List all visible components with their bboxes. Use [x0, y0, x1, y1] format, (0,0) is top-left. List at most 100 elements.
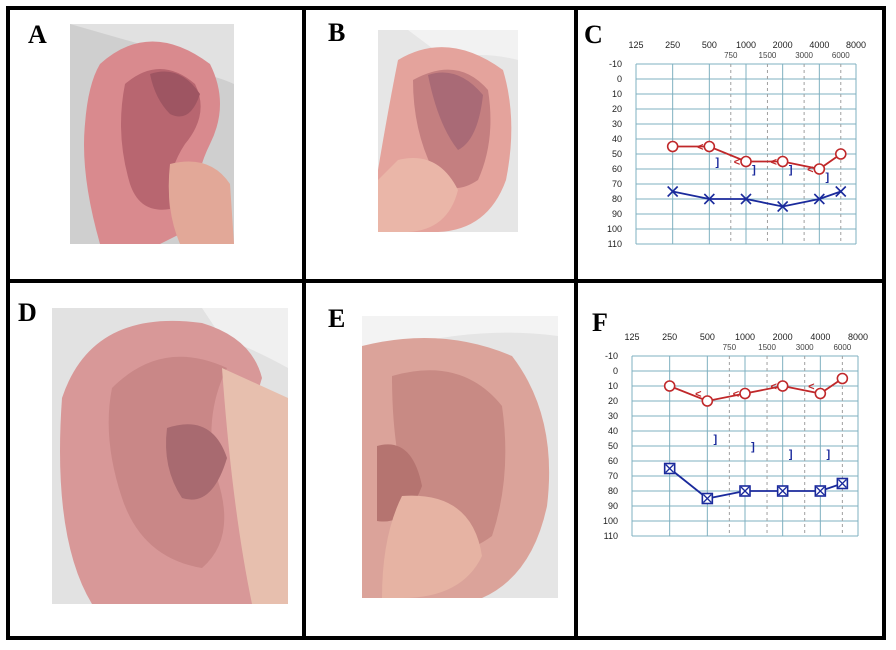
y-tick-label: 30: [608, 411, 618, 421]
y-tick-label: 40: [612, 134, 622, 144]
x-stroke: [702, 494, 712, 503]
ear-icon: [52, 308, 288, 604]
x-tick-label-half: 6000: [833, 343, 851, 352]
y-tick-label: 40: [608, 426, 618, 436]
y-tick-label: 90: [612, 209, 622, 219]
y-tick-label: 30: [612, 119, 622, 129]
bone-conduction-marker: <: [770, 381, 776, 393]
x-tick-label: 1000: [735, 332, 755, 342]
data-point-x: [813, 193, 825, 205]
ear-canal: [166, 424, 227, 500]
panel-label-d: D: [18, 298, 37, 327]
data-point-circle: [703, 140, 716, 153]
data-point-x: [835, 185, 847, 198]
x-stroke: [740, 193, 752, 205]
x-stroke: [740, 486, 750, 496]
ear-icon: [70, 24, 234, 244]
bone-conduction-marker: <: [695, 389, 701, 401]
bone-conduction-marker: ]: [789, 449, 793, 461]
series-line: [672, 190, 842, 208]
y-tick-label: 0: [617, 74, 622, 84]
bone-conduction-marker: ]: [825, 172, 829, 184]
x-tick-label: 8000: [848, 332, 868, 342]
x-tick-label: 500: [702, 40, 717, 50]
y-tick-label: 60: [612, 164, 622, 174]
data-point-circle: [776, 380, 789, 392]
data-point-x: [667, 185, 679, 198]
hair-region: [202, 308, 288, 368]
x-stroke: [837, 479, 847, 488]
x-tick-label: 2000: [773, 332, 793, 342]
data-point-boxed-x: [701, 492, 714, 505]
x-stroke: [835, 185, 847, 198]
data-point-circle: [814, 387, 827, 400]
ear-icon: [378, 30, 518, 232]
data-point-circle: [739, 387, 751, 400]
x-tick-label: 4000: [809, 40, 829, 50]
x-tick-label-half: 3000: [795, 51, 813, 60]
x-tick-label: 4000: [810, 332, 830, 342]
y-tick-label: -10: [605, 351, 618, 361]
x-tick-label-half: 1500: [759, 51, 777, 60]
y-tick-label: 10: [612, 89, 622, 99]
y-tick-label: 70: [608, 471, 618, 481]
y-tick-label: 80: [612, 194, 622, 204]
y-tick-label: 80: [608, 486, 618, 496]
y-tick-label: 50: [612, 149, 622, 159]
x-tick-label: 125: [628, 40, 643, 50]
data-point-circle: [740, 155, 752, 168]
photo-panel-a: [70, 24, 234, 244]
bone-conduction-marker: <: [733, 389, 739, 401]
panel-label-e: E: [328, 304, 346, 333]
y-tick-label: 10: [608, 381, 618, 391]
x-tick-label: 8000: [846, 40, 866, 50]
photo-panel-e: [362, 316, 558, 598]
photo-panel-d: [52, 308, 288, 604]
x-tick-label-half: 3000: [796, 343, 814, 352]
photo-panel-b: [378, 30, 518, 232]
data-point-x: [777, 200, 789, 213]
hair-region: [378, 30, 518, 60]
bone-conduction-marker: ]: [789, 164, 793, 176]
lesion: [150, 71, 200, 117]
data-point-x: [703, 193, 715, 205]
bone-conduction-marker: ]: [752, 164, 756, 176]
data-point-circle: [776, 155, 789, 168]
y-tick-label: 90: [608, 501, 618, 511]
ear-lobe: [378, 158, 458, 232]
cheek-skin: [222, 368, 288, 604]
audiogram-panel-c: -10 0 10 20 30 40 50 60 70 80 90 100 110 125 250 500 100…: [607, 40, 866, 249]
panel-label-b: B: [328, 18, 346, 47]
lesion: [428, 72, 483, 150]
data-point-circle: [834, 148, 847, 160]
ear-icon: [362, 316, 558, 598]
data-point-boxed-x: [814, 485, 827, 497]
divider-vertical-2: [574, 6, 578, 640]
y-tick-label: 20: [608, 396, 618, 406]
bone-conduction-marker: ]: [713, 434, 717, 446]
x-tick-label: 1000: [736, 40, 756, 50]
data-point-boxed-x: [739, 485, 751, 497]
y-tick-label: -10: [609, 59, 622, 69]
x-tick-label-half: 1500: [758, 343, 776, 352]
bone-conduction-marker: ]: [715, 157, 719, 169]
x-tick-label-half: 750: [724, 51, 738, 60]
panel-label-f: F: [592, 308, 608, 337]
data-point-boxed-x: [836, 477, 849, 490]
x-tick-label: 2000: [773, 40, 793, 50]
divider-vertical-1: [302, 6, 306, 640]
y-tick-label: 100: [603, 516, 618, 526]
ear-lobe: [382, 495, 482, 598]
x-tick-label: 250: [665, 40, 680, 50]
x-tick-label: 500: [700, 332, 715, 342]
bone-conduction-marker: <: [807, 164, 813, 176]
x-tick-label-half: 750: [723, 343, 737, 352]
x-tick-label: 250: [662, 332, 677, 342]
y-tick-label: 50: [608, 441, 618, 451]
data-point-circle: [666, 140, 679, 153]
x-stroke: [815, 486, 825, 496]
panel-label-c: C: [584, 20, 603, 49]
data-point-circle: [701, 395, 714, 407]
y-tick-label: 100: [607, 224, 622, 234]
bone-conduction-marker: ]: [751, 441, 755, 453]
